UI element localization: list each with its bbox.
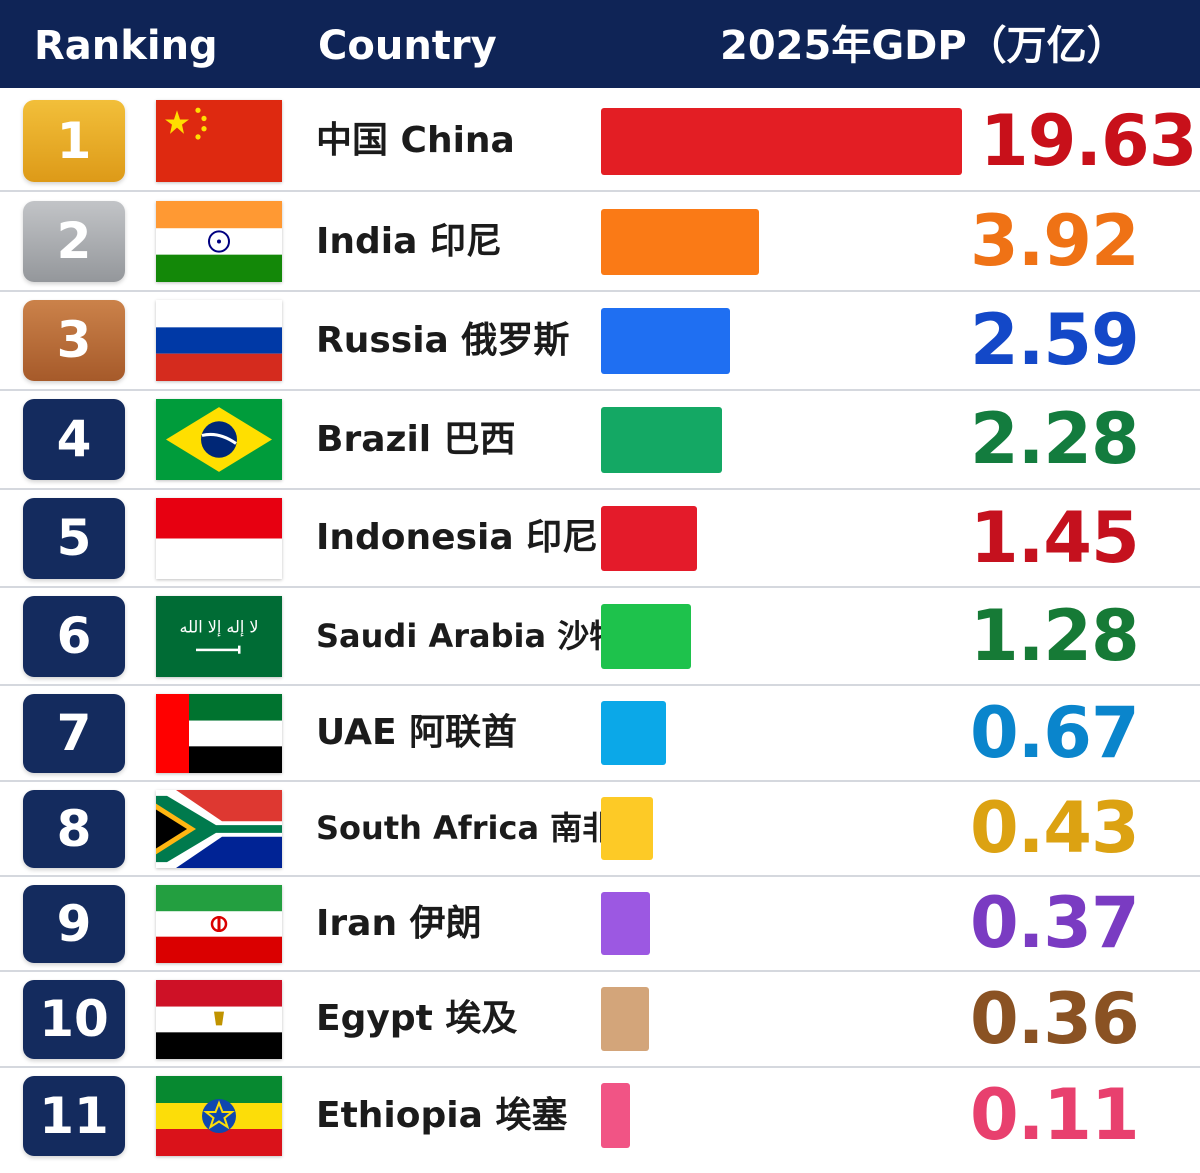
row-divider [0,190,1200,192]
table-row: 4 Brazil 巴西 2.28 [0,391,1200,488]
gdp-bar [601,987,649,1051]
table-row: 3 Russia 俄罗斯 2.59 [0,292,1200,389]
country-name: Iran 伊朗 [316,903,482,944]
row-divider [0,780,1200,782]
country-name: Russia 俄罗斯 [316,320,570,361]
table-row: 9 Iran 伊朗 0.37 [0,877,1200,970]
indonesia-flag [156,498,282,579]
gdp-value-label: 0.11 [970,1074,1140,1156]
gdp-bar [601,108,962,175]
rank-badge: 11 [23,1076,125,1156]
saudi-arabia-flag: لا إله إلا الله [156,596,282,677]
gdp-value-label: 0.43 [970,787,1140,869]
rank-badge: 8 [23,790,125,868]
table-row: 10 Egypt 埃及 0.36 [0,972,1200,1066]
egypt-flag [156,980,282,1059]
country-name: Brazil 巴西 [316,419,516,460]
gdp-bar [601,701,666,765]
gdp-value-label: 19.63 [980,100,1197,182]
gdp-value-label: 0.67 [970,692,1140,774]
svg-text:لا إله إلا الله: لا إله إلا الله [179,617,258,636]
row-divider [0,389,1200,391]
gdp-value-label: 1.28 [970,595,1140,677]
gdp-bar [601,209,759,275]
india-flag [156,201,282,282]
brazil-flag [156,399,282,480]
table-row: 8 South Africa 南非 0.43 [0,782,1200,875]
country-name: South Africa 南非 [316,809,615,847]
rank-badge: 2 [23,201,125,282]
gdp-column-header: 2025年GDP（万亿） [720,23,1127,69]
russia-flag [156,300,282,381]
country-name: Ethiopia 埃塞 [316,1095,568,1136]
row-divider [0,1066,1200,1068]
table-header: Ranking Country 2025年GDP（万亿） [0,0,1200,88]
china-flag [156,100,282,182]
country-name: India 印尼 [316,221,502,262]
rank-badge: 5 [23,498,125,579]
country-name: 中国 China [316,120,515,161]
table-row: 1 中国 China 19.63 [0,92,1200,190]
iran-flag [156,885,282,963]
row-divider [0,586,1200,588]
country-column-header: Country [318,23,497,69]
gdp-bar [601,308,730,374]
rank-badge: 4 [23,399,125,480]
rank-badge: 7 [23,694,125,773]
gdp-value-label: 2.28 [970,398,1140,480]
table-row: 11 Ethiopia 埃塞 0.11 [0,1068,1200,1163]
gdp-value-label: 1.45 [970,497,1140,579]
gdp-value-label: 3.92 [970,200,1140,282]
gdp-bar [601,407,722,473]
row-divider [0,875,1200,877]
rank-badge: 3 [23,300,125,381]
rank-badge: 9 [23,885,125,963]
row-divider [0,488,1200,490]
gdp-value-label: 0.36 [970,978,1140,1060]
rank-badge: 10 [23,980,125,1059]
rank-badge: 6 [23,596,125,677]
row-divider [0,970,1200,972]
row-divider [0,290,1200,292]
gdp-value-label: 2.59 [970,299,1140,381]
gdp-bar [601,797,653,860]
ethiopia-flag [156,1076,282,1156]
country-name: Saudi Arabia 沙特 [316,617,622,655]
country-name: Egypt 埃及 [316,998,518,1039]
country-name: UAE 阿联酋 [316,712,518,753]
ranking-column-header: Ranking [34,23,218,69]
gdp-bar [601,604,691,669]
table-row: 6 لا إله إلا الله Saudi Arabia 沙特 1.28 [0,588,1200,684]
country-name: Indonesia 印尼 [316,517,599,558]
row-divider [0,684,1200,686]
rank-badge: 1 [23,100,125,182]
table-row: 2 India 印尼 3.92 [0,193,1200,290]
south-africa-flag [156,790,282,868]
gdp-bar [601,506,697,571]
gdp-bar [601,892,650,955]
gdp-value-label: 0.37 [970,882,1140,964]
gdp-bar [601,1083,630,1148]
table-row: 7 UAE 阿联酋 0.67 [0,686,1200,780]
uae-flag [156,694,282,773]
table-row: 5 Indonesia 印尼 1.45 [0,490,1200,586]
